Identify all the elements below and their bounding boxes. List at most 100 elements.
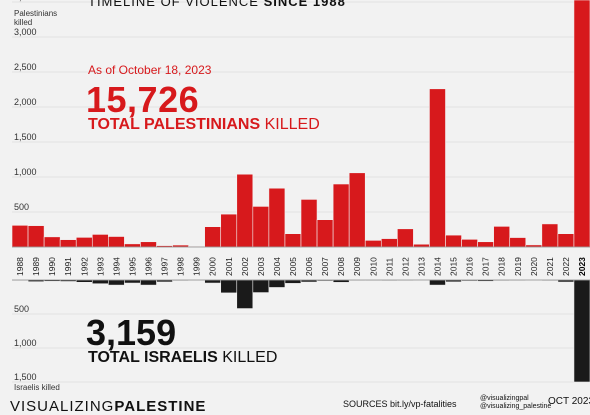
year-label-2018: 2018 [497,257,507,276]
bottom-y-tick-label: 500 [14,304,29,314]
bar-israelis-2023 [574,280,590,382]
bar-israelis-2004 [269,280,285,287]
year-label-1991: 1991 [63,257,73,276]
year-label-2023: 2023 [577,257,587,276]
top-y-tick-label: 1,000 [14,167,37,177]
bar-palestinians-2015 [446,235,462,247]
bottom-y-axis-ticks: 500 1,000 1,500 [14,304,37,382]
bar-palestinians-2018 [494,226,510,247]
bar-palestinians-1988 [12,225,28,247]
bar-palestinians-2001 [221,214,237,247]
bar-palestinians-2022 [558,234,574,247]
year-label-2019: 2019 [513,257,523,276]
year-label-2006: 2006 [304,257,314,276]
year-label-1997: 1997 [160,257,170,276]
bar-palestinians-2013 [413,244,429,247]
bar-palestinians-2007 [317,220,333,247]
top-y-tick-label: 3,500 [14,0,37,2]
bar-palestinians-2023 [574,0,590,247]
bar-palestinians-2017 [478,242,494,247]
bar-palestinians-2010 [365,240,381,247]
year-label-2000: 2000 [208,257,218,276]
year-label-2005: 2005 [288,257,298,276]
bar-palestinians-1989 [28,226,44,247]
bar-israelis-2002 [237,280,253,309]
bar-palestinians-2006 [301,199,317,247]
year-label-2013: 2013 [416,257,426,276]
bar-palestinians-2011 [381,239,397,247]
palestinians-axis-title-line1: Palestinians [14,9,57,18]
year-label-2004: 2004 [272,257,282,276]
social-handles: @visualizingpal@visualizing_palestine [480,395,551,411]
bar-israelis-2005 [285,280,301,283]
year-label-2008: 2008 [336,257,346,276]
year-label-2002: 2002 [240,257,250,276]
year-label-1998: 1998 [176,257,186,276]
palestinians-total-label: TOTAL PALESTINIANS KILLED [88,116,320,134]
bar-palestinians-2003 [253,206,269,247]
year-label-1993: 1993 [95,257,105,276]
brand-logo: VISUALIZINGPALESTINE [10,398,206,415]
bar-israelis-2014 [429,280,445,285]
year-label-1992: 1992 [79,257,89,276]
bar-israelis-1994 [108,280,124,285]
year-label-1994: 1994 [111,257,121,276]
bar-palestinians-2008 [333,184,349,247]
palestinians-axis-title-line2: killed [14,18,32,27]
bar-palestinians-2000 [205,227,221,247]
publication-date: OCT 2023 [548,396,590,407]
bar-israelis-1996 [140,280,156,285]
chart-title: TIMELINE OF VIOLENCE SINCE 1988 [88,0,346,9]
palestinians-total: 15,726 [86,79,199,121]
year-label-2009: 2009 [352,257,362,276]
bar-israelis-2003 [253,280,269,293]
year-label-2012: 2012 [400,257,410,276]
bar-palestinians-1994 [108,237,124,248]
year-label-2020: 2020 [529,257,539,276]
year-label-1996: 1996 [143,257,153,276]
sources-note: SOURCES bit.ly/vp-fatalities [343,399,457,409]
bar-palestinians-2002 [237,174,253,247]
bar-palestinians-2019 [510,238,526,247]
israelis-total-label: TOTAL ISRAELIS KILLED [88,349,277,367]
bar-israelis-1993 [92,280,108,284]
top-y-tick-label: 2,000 [14,97,37,107]
year-label-2010: 2010 [368,257,378,276]
bar-israelis-2001 [221,280,237,293]
year-label-2001: 2001 [224,257,234,276]
bar-palestinians-2012 [397,229,413,247]
palestinians-as-of-date: As of October 18, 2023 [88,63,211,77]
top-y-tick-label: 1,500 [14,132,37,142]
bar-palestinians-2005 [285,234,301,247]
bar-palestinians-2009 [349,173,365,247]
year-label-2014: 2014 [432,257,442,276]
year-label-1995: 1995 [127,257,137,276]
bar-palestinians-1991 [60,240,76,247]
year-label-1989: 1989 [31,257,41,276]
bar-israelis-1995 [124,280,140,283]
bar-palestinians-2014 [429,89,445,247]
year-label-2017: 2017 [481,257,491,276]
year-label-1999: 1999 [192,257,202,276]
bar-palestinians-1995 [124,244,140,247]
bar-palestinians-1992 [76,237,92,247]
israelis-total: 3,159 [86,312,176,354]
year-label-2022: 2022 [561,257,571,276]
bar-palestinians-2004 [269,188,285,247]
year-label-2016: 2016 [465,257,475,276]
bar-israelis-2000 [205,280,221,283]
year-label-2021: 2021 [545,257,555,276]
year-label-1990: 1990 [47,257,57,276]
bottom-y-tick-label: 1,000 [14,338,37,348]
top-y-tick-label: 3,000 [14,27,37,37]
bar-palestinians-2021 [542,224,558,247]
bar-palestinians-1996 [140,242,156,247]
israelis-axis-title: Israelis killed [14,383,60,392]
bottom-y-tick-label: 1,500 [14,372,37,382]
year-label-2003: 2003 [256,257,266,276]
bar-palestinians-1993 [92,234,108,247]
year-label-2015: 2015 [449,257,459,276]
top-y-tick-label: 2,500 [14,62,37,72]
